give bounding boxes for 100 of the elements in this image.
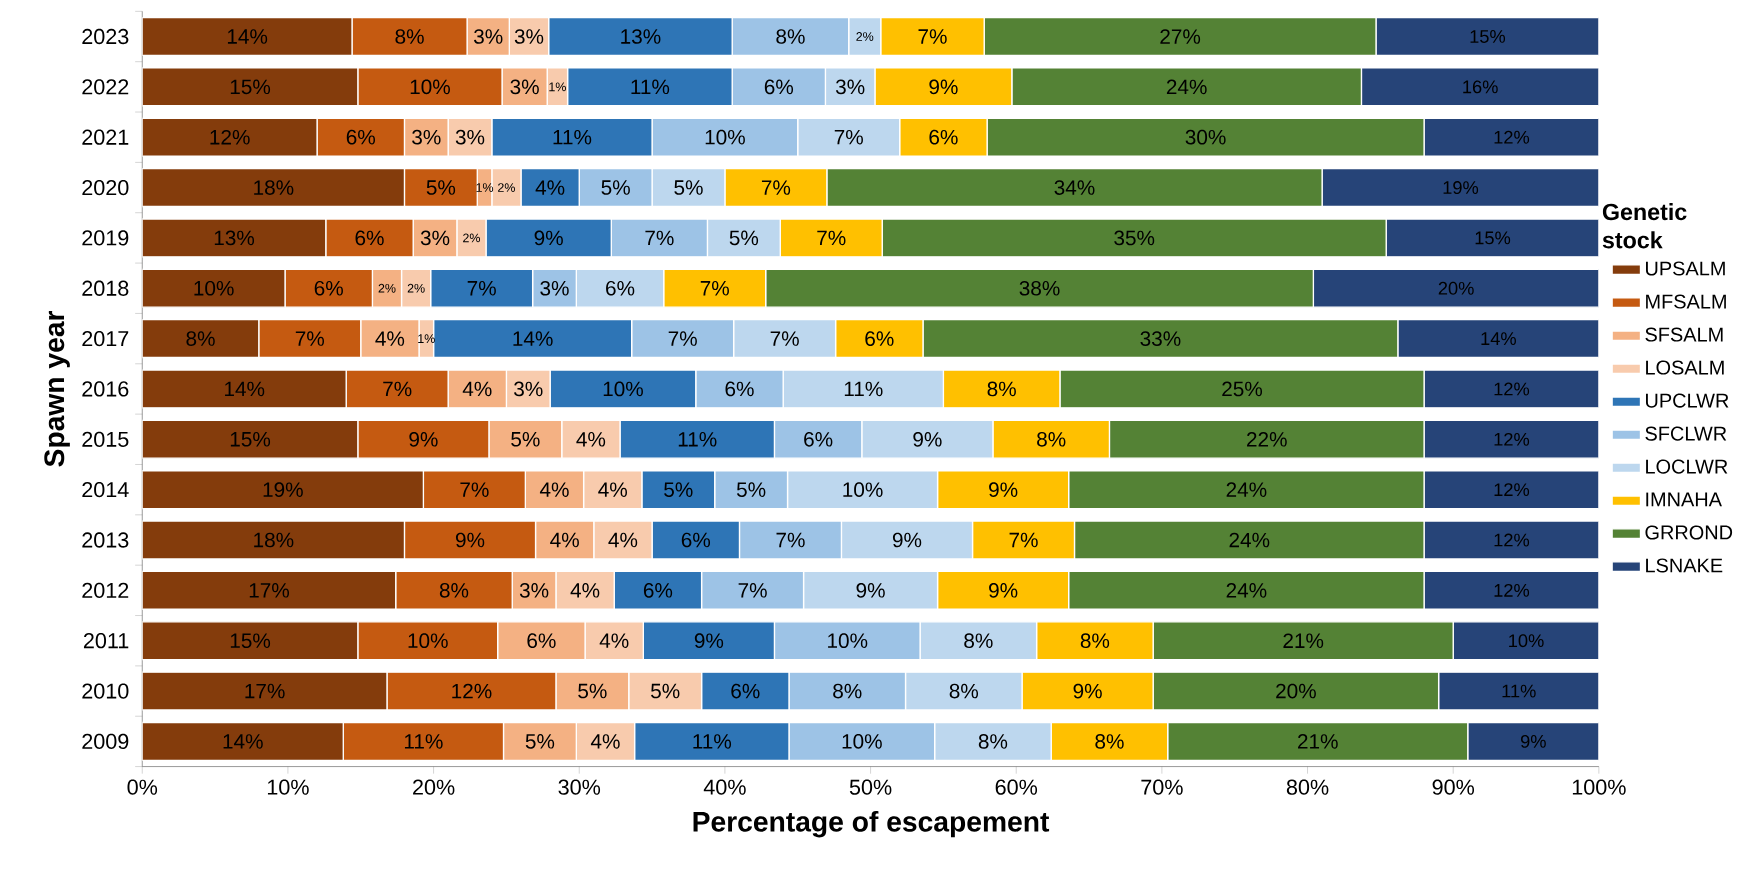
data-label: 24% — [1229, 532, 1270, 548]
data-label: 6% — [681, 532, 711, 548]
y-tick-label: 2011 — [83, 633, 129, 649]
data-label: 20% — [1276, 683, 1316, 699]
data-label: 9% — [455, 532, 485, 548]
data-label: 2% — [856, 32, 874, 42]
data-label: 12% — [452, 683, 492, 699]
bar — [142, 117, 318, 157]
x-tick-label: 60% — [995, 779, 1038, 796]
data-label: 9% — [913, 432, 942, 447]
x-tick-label: 100% — [1572, 779, 1626, 796]
data-label: 11% — [693, 734, 732, 749]
data-label: 34% — [1054, 180, 1095, 196]
data-label: 5% — [729, 230, 759, 246]
y-tick-label: 2014 — [82, 482, 129, 498]
data-label: 9% — [1073, 683, 1102, 699]
legend-label: IMNAHA — [1646, 492, 1722, 507]
data-label: 35% — [1114, 230, 1155, 246]
data-label: 3% — [514, 29, 544, 45]
y-tick-label: 2013 — [82, 532, 129, 548]
data-label: 8% — [987, 381, 1016, 397]
data-label: 18% — [254, 532, 294, 548]
x-tick-label: 0% — [127, 779, 158, 796]
data-label: 2% — [378, 284, 396, 293]
data-label: 21% — [1283, 633, 1324, 649]
data-label: 6% — [355, 230, 384, 246]
y-axis-title: Spawn year — [44, 311, 70, 467]
data-label: 10% — [194, 281, 234, 296]
data-label: 7% — [460, 482, 489, 498]
data-label: 8% — [833, 683, 862, 699]
x-tick-label: 10% — [267, 779, 309, 796]
data-label: 9% — [534, 230, 563, 246]
data-label: 4% — [550, 532, 579, 548]
data-label: 15% — [1470, 30, 1506, 44]
data-label: 2% — [463, 233, 481, 243]
data-label: 12% — [1494, 433, 1530, 446]
y-tick-label: 2018 — [82, 280, 129, 297]
data-label: 8% — [949, 683, 979, 699]
data-label: 1% — [549, 82, 566, 92]
bar — [142, 671, 388, 711]
data-label: 19% — [1443, 181, 1479, 195]
data-label: 10% — [410, 79, 450, 95]
data-label: 10% — [1509, 634, 1544, 648]
x-tick-label: 20% — [413, 779, 455, 796]
data-label: 24% — [1226, 583, 1267, 598]
data-label: 8% — [439, 583, 469, 598]
x-tick-label: 90% — [1432, 779, 1475, 796]
data-label: 6% — [764, 79, 794, 95]
data-label: 14% — [225, 381, 265, 397]
data-label: 9% — [989, 482, 1018, 498]
data-label: 3% — [473, 29, 503, 45]
x-tick-label: 30% — [558, 779, 601, 796]
data-label: 12% — [210, 130, 250, 145]
data-label: 8% — [395, 29, 424, 45]
data-label: 10% — [843, 482, 883, 498]
legend-title: Genetic stock — [1602, 203, 1687, 249]
data-label: 3% — [455, 130, 485, 145]
data-label: 8% — [776, 29, 805, 45]
data-label: 10% — [603, 381, 643, 397]
data-label: 6% — [731, 683, 760, 699]
data-label: 9% — [856, 583, 885, 598]
data-label: 4% — [598, 482, 627, 498]
y-tick-label: 2023 — [82, 29, 129, 45]
data-label: 11% — [678, 432, 717, 447]
data-label: 8% — [1095, 734, 1124, 749]
data-label: 11% — [1502, 684, 1536, 698]
x-tick-label: 70% — [1141, 779, 1183, 796]
data-label: 12% — [1494, 130, 1530, 144]
data-label: 3% — [412, 130, 441, 145]
data-label: 15% — [230, 633, 271, 649]
data-label: 2% — [407, 284, 425, 293]
data-label: 10% — [842, 734, 882, 749]
data-label: 7% — [668, 331, 697, 347]
data-label: 20% — [1438, 282, 1474, 295]
legend-label: LOSALM — [1646, 360, 1724, 375]
bar — [142, 570, 397, 611]
x-axis-title: Percentage of escapement — [693, 811, 1050, 838]
data-label: 14% — [1481, 332, 1516, 346]
data-label: 11% — [404, 734, 443, 749]
bar — [142, 67, 359, 107]
legend-label: LSNAKE — [1646, 558, 1723, 573]
data-label: 25% — [1222, 381, 1263, 397]
data-label: 38% — [1019, 281, 1060, 296]
data-label: 4% — [590, 734, 620, 749]
data-label: 7% — [645, 230, 674, 246]
y-tick-label: 2012 — [82, 582, 129, 599]
data-label: 11% — [631, 79, 670, 95]
y-tick-label: 2019 — [82, 230, 129, 246]
data-label: 7% — [776, 532, 805, 548]
bar — [142, 168, 406, 208]
data-label: 3% — [514, 381, 543, 397]
y-tick-label: 2010 — [82, 683, 129, 699]
data-label: 7% — [295, 331, 325, 347]
data-label: 5% — [736, 482, 766, 498]
data-label: 2% — [498, 183, 515, 193]
data-label: 8% — [978, 734, 1008, 749]
data-label: 4% — [576, 432, 606, 447]
data-label: 7% — [1009, 532, 1038, 548]
data-label: 6% — [527, 633, 556, 649]
data-label: 10% — [828, 633, 868, 649]
